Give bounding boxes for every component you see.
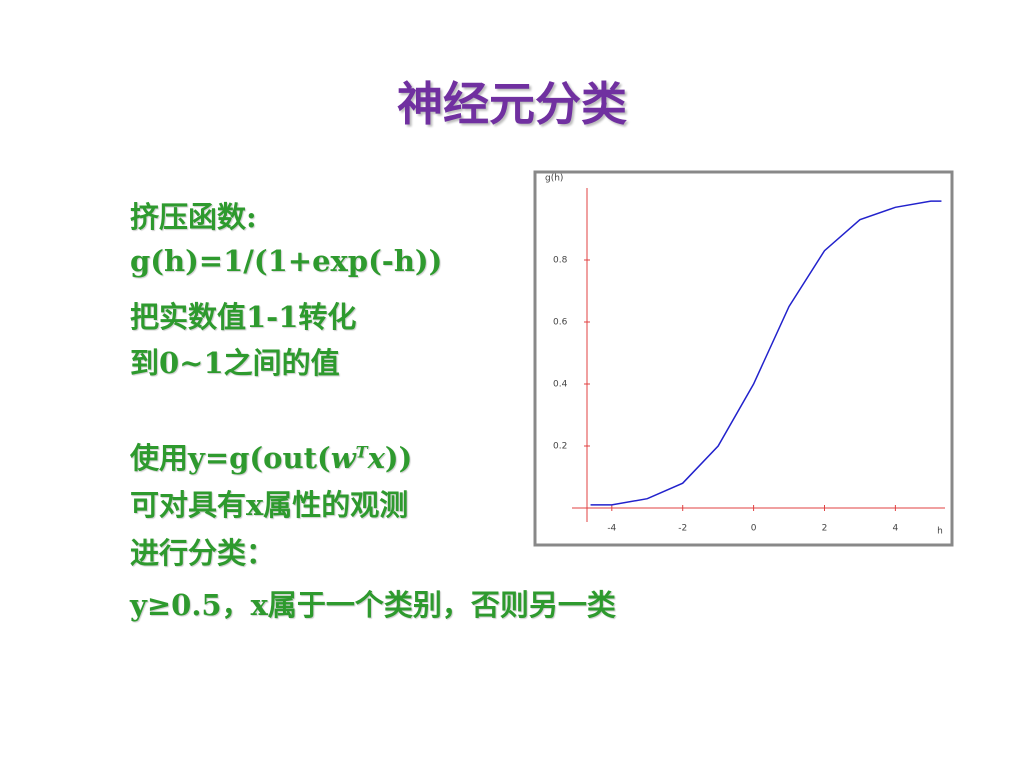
x-tick-label: 4 (893, 524, 899, 534)
x-axis-label: h (937, 527, 943, 537)
curve (590, 200, 942, 506)
text-line: 到0~1之间的值 (130, 346, 340, 380)
y-tick-label: 0.4 (553, 380, 568, 390)
text: x (367, 441, 385, 475)
y-tick-label: 0.2 (553, 442, 567, 452)
chart-frame (533, 170, 954, 547)
text-line: 进行分类： (130, 536, 276, 570)
text: )) (384, 441, 413, 475)
x-tick-label: -4 (607, 524, 616, 534)
text-line: 挤压函数: (130, 200, 257, 234)
text-line: 把实数值1-1转化 (130, 300, 357, 334)
text-line: y≥0.5，x属于一个类别，否则另一类 (130, 588, 616, 622)
text-line: 可对具有x属性的观测 (130, 488, 409, 522)
x-tick-label: -2 (678, 524, 687, 534)
text-line: g(h)=1/(1+exp(-h)) (130, 244, 443, 278)
text: 使用y=g(out( (130, 441, 331, 475)
slide-title: 神经元分类 (397, 77, 627, 131)
x-tick-label: 0 (751, 524, 757, 534)
text: T (355, 442, 368, 462)
text: w (330, 441, 356, 475)
y-axis-label: g(h) (545, 174, 563, 184)
y-tick-label: 0.8 (553, 256, 568, 266)
y-tick-label: 0.6 (553, 318, 568, 328)
x-tick-label: 2 (822, 524, 828, 534)
text-line: 使用y=g(out(wTx)) (130, 435, 412, 477)
